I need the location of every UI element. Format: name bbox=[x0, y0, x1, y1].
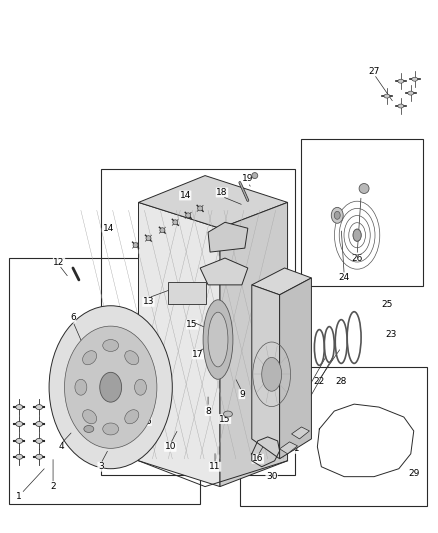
Text: 7: 7 bbox=[145, 370, 151, 379]
Ellipse shape bbox=[100, 373, 122, 402]
Text: 6: 6 bbox=[70, 313, 76, 322]
Ellipse shape bbox=[384, 94, 390, 98]
Bar bbox=[168, 282, 206, 304]
Ellipse shape bbox=[173, 220, 178, 225]
Ellipse shape bbox=[186, 213, 191, 218]
Polygon shape bbox=[200, 258, 248, 285]
Polygon shape bbox=[252, 285, 279, 459]
Ellipse shape bbox=[408, 91, 414, 95]
Ellipse shape bbox=[198, 206, 203, 211]
Text: 16: 16 bbox=[252, 454, 264, 463]
Polygon shape bbox=[252, 268, 311, 295]
Bar bbox=[301, 139, 423, 286]
Ellipse shape bbox=[49, 306, 172, 469]
Ellipse shape bbox=[16, 405, 23, 409]
Ellipse shape bbox=[83, 410, 97, 424]
Text: 26: 26 bbox=[351, 254, 363, 263]
Text: 15: 15 bbox=[219, 415, 231, 424]
Polygon shape bbox=[208, 222, 248, 252]
Text: 27: 27 bbox=[368, 67, 380, 76]
Text: 4: 4 bbox=[58, 442, 64, 451]
Ellipse shape bbox=[398, 104, 404, 108]
Text: 5: 5 bbox=[145, 416, 151, 425]
Ellipse shape bbox=[75, 379, 87, 395]
Ellipse shape bbox=[203, 300, 233, 379]
Ellipse shape bbox=[252, 173, 258, 179]
Ellipse shape bbox=[412, 77, 418, 81]
Ellipse shape bbox=[223, 411, 233, 417]
Text: 28: 28 bbox=[336, 377, 347, 386]
Text: 24: 24 bbox=[339, 273, 350, 282]
Text: 2: 2 bbox=[50, 482, 56, 491]
Ellipse shape bbox=[35, 405, 42, 409]
Text: 12: 12 bbox=[53, 257, 65, 266]
Ellipse shape bbox=[35, 454, 42, 459]
Text: 14: 14 bbox=[180, 191, 191, 200]
Text: 9: 9 bbox=[239, 390, 245, 399]
Ellipse shape bbox=[125, 351, 139, 365]
Ellipse shape bbox=[208, 312, 228, 367]
Text: 29: 29 bbox=[408, 469, 420, 478]
Ellipse shape bbox=[83, 351, 97, 365]
Ellipse shape bbox=[146, 236, 151, 241]
Text: 20: 20 bbox=[282, 423, 293, 432]
Ellipse shape bbox=[133, 243, 138, 248]
Ellipse shape bbox=[331, 207, 343, 223]
Text: 19: 19 bbox=[242, 174, 254, 183]
Text: 14: 14 bbox=[103, 224, 114, 233]
Polygon shape bbox=[138, 203, 220, 487]
Ellipse shape bbox=[16, 439, 23, 443]
Text: 25: 25 bbox=[381, 300, 392, 309]
Ellipse shape bbox=[35, 439, 42, 443]
Text: 31: 31 bbox=[289, 445, 300, 454]
Ellipse shape bbox=[16, 422, 23, 426]
Text: 8: 8 bbox=[205, 407, 211, 416]
Text: 15: 15 bbox=[187, 320, 198, 329]
Text: 3: 3 bbox=[98, 462, 104, 471]
Text: 30: 30 bbox=[266, 472, 277, 481]
Text: 34: 34 bbox=[276, 434, 287, 443]
Ellipse shape bbox=[103, 423, 119, 435]
Text: 10: 10 bbox=[165, 442, 176, 451]
Text: 18: 18 bbox=[216, 188, 228, 197]
Ellipse shape bbox=[353, 229, 361, 241]
Ellipse shape bbox=[334, 212, 340, 219]
Text: 21: 21 bbox=[299, 405, 310, 414]
Text: 22: 22 bbox=[314, 377, 325, 386]
Text: 1: 1 bbox=[16, 492, 22, 501]
Ellipse shape bbox=[359, 183, 369, 193]
Ellipse shape bbox=[103, 340, 119, 351]
Ellipse shape bbox=[35, 422, 42, 426]
Text: 23: 23 bbox=[385, 330, 396, 339]
Ellipse shape bbox=[125, 410, 139, 424]
Text: 17: 17 bbox=[192, 350, 204, 359]
Polygon shape bbox=[292, 427, 309, 439]
Bar bbox=[101, 168, 294, 475]
Polygon shape bbox=[279, 442, 297, 454]
Ellipse shape bbox=[84, 425, 94, 432]
Ellipse shape bbox=[16, 454, 23, 459]
Text: 11: 11 bbox=[209, 462, 221, 471]
Bar bbox=[9, 258, 200, 504]
Ellipse shape bbox=[160, 228, 165, 233]
Polygon shape bbox=[138, 175, 288, 228]
Ellipse shape bbox=[134, 379, 146, 395]
Polygon shape bbox=[220, 203, 288, 487]
Polygon shape bbox=[279, 278, 311, 459]
Bar bbox=[240, 367, 427, 506]
Text: 13: 13 bbox=[143, 297, 154, 306]
Ellipse shape bbox=[262, 358, 282, 391]
Ellipse shape bbox=[398, 79, 404, 83]
Ellipse shape bbox=[64, 326, 157, 448]
